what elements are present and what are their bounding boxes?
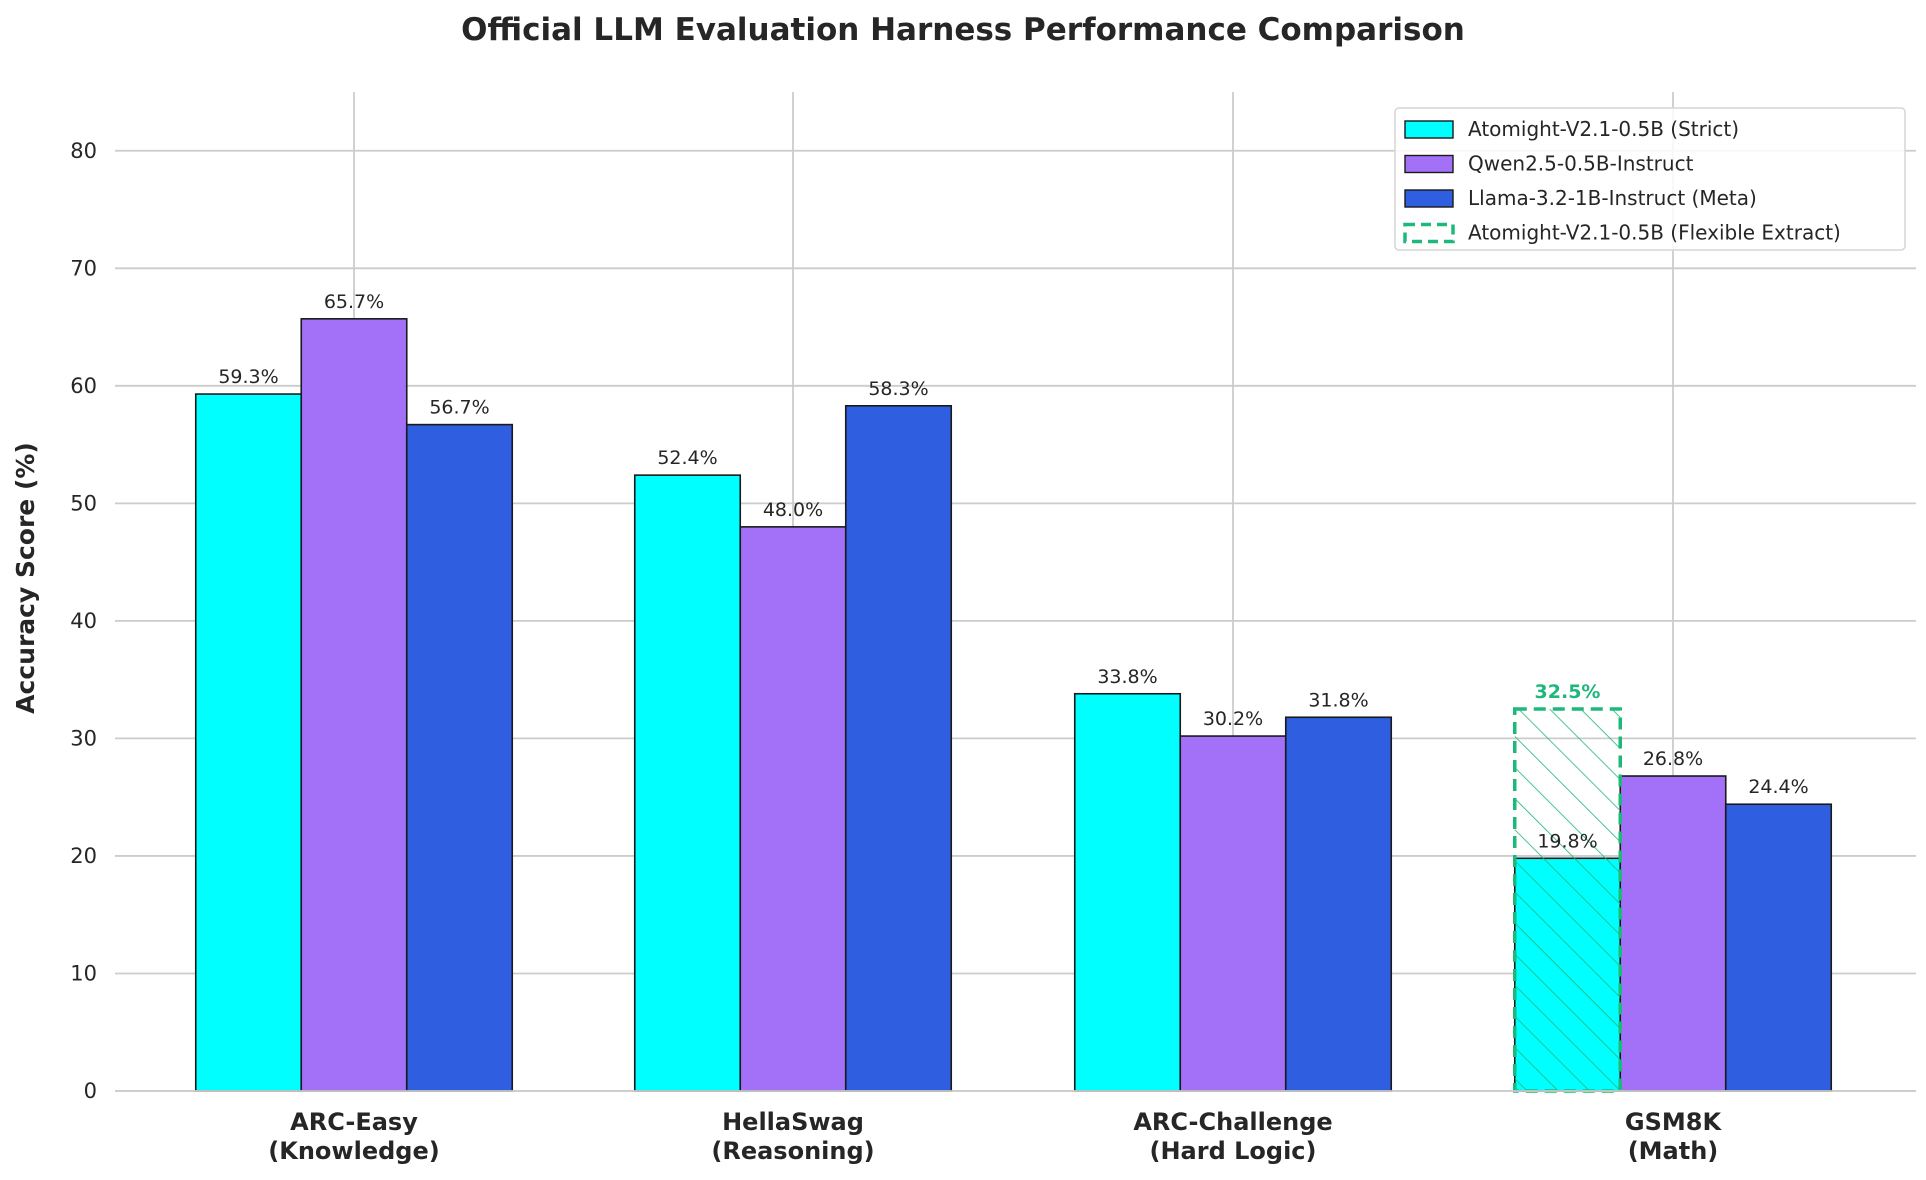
y-tick-label: 10 xyxy=(70,961,97,985)
y-tick-label: 30 xyxy=(70,726,97,750)
x-tick-label: HellaSwag xyxy=(722,1108,864,1136)
legend-label: Qwen2.5-0.5B-Instruct xyxy=(1468,152,1694,176)
bar-llama-3-2-1b-instruct-meta xyxy=(844,405,953,1092)
bar-value-label: 52.4% xyxy=(657,447,717,469)
bar-atomight-v2-1-0-5b-strict xyxy=(194,393,303,1092)
x-tick-label: (Knowledge) xyxy=(268,1137,439,1165)
legend-box xyxy=(1394,107,1906,251)
bar-value-label: 24.4% xyxy=(1748,776,1808,798)
legend-swatch xyxy=(1404,120,1454,139)
y-tick-label: 40 xyxy=(70,609,97,633)
legend: Atomight-V2.1-0.5B (Strict) Qwen2.5-0.5B-… xyxy=(1394,107,1906,251)
labels-layer: 59.3% 52.4% 33.8% 19.8% 65.7% 48.0% 30.2% 26.8%… xyxy=(218,291,1808,852)
x-tick-label: GSM8K xyxy=(1625,1108,1723,1136)
y-axis-label: Accuracy Score (%) xyxy=(11,442,40,714)
bar-value-label: 30.2% xyxy=(1203,708,1263,730)
bar-value-label: 33.8% xyxy=(1097,666,1157,688)
bar-value-label: 48.0% xyxy=(763,499,823,521)
legend-label: Atomight-V2.1-0.5B (Flexible Extract) xyxy=(1468,221,1841,245)
bar-value-label: 19.8% xyxy=(1537,830,1597,852)
y-tick-label: 80 xyxy=(70,139,97,163)
bar-atomight-v2-1-0-5b-strict xyxy=(633,474,742,1092)
x-tick-label: ARC-Challenge xyxy=(1133,1108,1332,1136)
chart-title: Official LLM Evaluation Harness Performa… xyxy=(461,12,1465,48)
bars-layer xyxy=(194,318,1833,1093)
bar-atomight-v2-1-0-5b-strict xyxy=(1073,692,1182,1092)
bar-value-label: 65.7% xyxy=(324,291,384,313)
bar-value-label: 59.3% xyxy=(218,366,278,388)
legend-label: Atomight-V2.1-0.5B (Strict) xyxy=(1468,117,1739,141)
legend-label: Llama-3.2-1B-Instruct (Meta) xyxy=(1468,186,1757,210)
legend-swatch xyxy=(1404,154,1454,174)
x-tick-label: (Reasoning) xyxy=(711,1137,874,1165)
bar-qwen2-5-0-5b-instruct xyxy=(300,318,408,1092)
bar-qwen2-5-0-5b-instruct xyxy=(1179,735,1287,1092)
bar-value-label: 31.8% xyxy=(1308,689,1368,711)
bar-llama-3-2-1b-instruct-meta xyxy=(1724,803,1833,1092)
y-tick-label: 50 xyxy=(70,491,97,515)
legend-swatch xyxy=(1403,222,1455,244)
x-tick-label: (Hard Logic) xyxy=(1149,1137,1316,1165)
bar-qwen2-5-0-5b-instruct xyxy=(739,526,847,1092)
x-tick-label: ARC-Easy xyxy=(290,1108,418,1136)
y-tick-label: 70 xyxy=(70,256,97,280)
y-tick-label: 60 xyxy=(70,374,97,398)
axis-layer: 0 10 20 30 40 50 60 70 80 ARC-Easy(Knowledge) Hell… xyxy=(70,139,1916,1165)
bar-value-label: 26.8% xyxy=(1643,748,1703,770)
bar-value-label: 58.3% xyxy=(868,378,928,400)
bar-llama-3-2-1b-instruct-meta xyxy=(405,423,514,1092)
overlay-value-label: 32.5% xyxy=(1535,681,1601,703)
y-tick-label: 0 xyxy=(84,1079,97,1103)
x-tick-label: (Math) xyxy=(1628,1137,1719,1165)
bar-qwen2-5-0-5b-instruct xyxy=(1619,775,1727,1092)
bar-llama-3-2-1b-instruct-meta xyxy=(1284,716,1393,1092)
overlay-hatch xyxy=(1514,709,1621,1091)
y-tick-label: 20 xyxy=(70,844,97,868)
bar-value-label: 56.7% xyxy=(429,397,489,419)
legend-swatch xyxy=(1404,189,1454,208)
